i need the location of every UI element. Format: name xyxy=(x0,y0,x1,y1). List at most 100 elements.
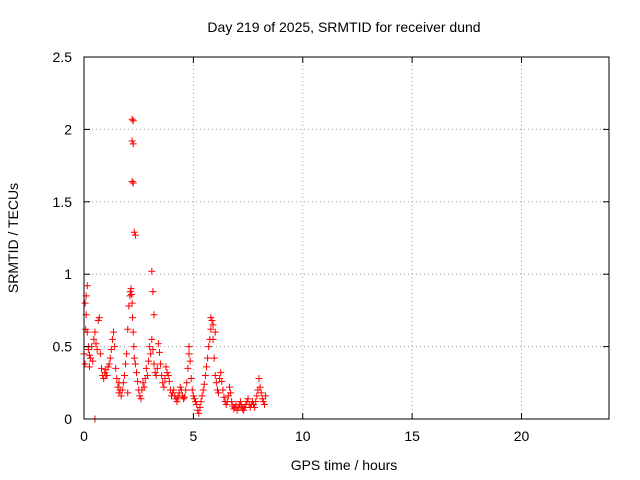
data-point xyxy=(201,372,209,380)
data-point xyxy=(160,383,168,391)
y-axis-label: SRMTID / TECUs xyxy=(5,183,21,293)
data-point xyxy=(150,360,158,368)
data-point xyxy=(255,374,263,382)
data-point xyxy=(128,137,136,145)
data-point xyxy=(106,354,114,362)
data-point xyxy=(234,403,242,411)
data-point xyxy=(90,335,98,343)
data-point xyxy=(200,380,208,388)
data-point xyxy=(211,372,219,380)
data-point xyxy=(150,311,158,319)
data-point xyxy=(148,267,156,275)
data-point xyxy=(161,374,169,382)
data-point xyxy=(251,403,259,411)
data-point xyxy=(158,372,166,380)
data-point xyxy=(211,328,219,336)
data-point xyxy=(225,383,233,391)
data-point xyxy=(137,395,145,403)
data-point xyxy=(199,386,207,394)
data-point xyxy=(217,369,225,377)
data-point xyxy=(183,379,191,387)
data-point xyxy=(181,393,189,401)
data-point xyxy=(185,343,193,351)
data-point xyxy=(111,343,119,351)
data-point xyxy=(176,383,184,391)
data-point xyxy=(122,360,130,368)
data-point xyxy=(125,302,133,310)
data-point xyxy=(85,363,93,371)
data-point xyxy=(196,403,204,411)
data-point xyxy=(238,402,245,410)
data-point xyxy=(185,350,193,358)
data-point xyxy=(117,392,125,400)
data-point xyxy=(107,345,115,353)
data-points xyxy=(80,115,270,423)
data-point xyxy=(147,350,155,358)
data-point xyxy=(222,401,230,409)
data-point xyxy=(81,360,89,368)
data-point xyxy=(256,383,264,391)
data-point xyxy=(124,325,132,333)
data-point xyxy=(128,299,136,307)
data-point xyxy=(180,395,188,403)
data-point xyxy=(257,389,265,397)
data-point xyxy=(162,363,170,371)
data-point xyxy=(139,379,147,387)
data-point xyxy=(155,348,163,356)
data-point xyxy=(92,340,100,348)
data-point xyxy=(197,398,205,406)
data-point xyxy=(131,360,139,368)
data-point xyxy=(233,406,241,414)
data-point xyxy=(93,345,101,353)
data-point xyxy=(91,328,99,336)
data-point xyxy=(129,179,137,187)
data-point xyxy=(203,363,210,371)
data-point xyxy=(164,372,172,380)
data-point xyxy=(146,343,154,351)
data-point xyxy=(130,354,138,362)
data-point xyxy=(212,379,220,387)
data-point xyxy=(127,285,135,293)
data-point xyxy=(85,351,93,359)
data-point xyxy=(260,401,268,409)
data-point xyxy=(96,350,104,358)
data-point xyxy=(230,405,238,413)
data-point xyxy=(128,290,136,298)
data-point xyxy=(207,314,215,322)
data-point xyxy=(118,386,126,394)
data-point xyxy=(112,364,120,372)
x-tick-label: 0 xyxy=(80,428,88,444)
y-tick-label: 0 xyxy=(64,411,72,427)
axis-ticks: 0 5 10 15 20 0 0.5 1 1.5 2 2.5 xyxy=(53,49,609,444)
data-point xyxy=(174,393,182,401)
data-point xyxy=(140,383,148,391)
data-point xyxy=(253,392,261,400)
data-point xyxy=(190,395,198,403)
data-point xyxy=(205,343,213,351)
data-point xyxy=(258,395,266,403)
data-point xyxy=(188,386,196,394)
data-point xyxy=(198,392,206,400)
data-point xyxy=(209,321,217,329)
data-point xyxy=(171,392,179,400)
data-point xyxy=(220,393,228,401)
data-point xyxy=(133,369,140,377)
data-point xyxy=(186,357,194,365)
data-point xyxy=(173,398,181,406)
data-point xyxy=(208,317,216,325)
data-point xyxy=(83,328,91,336)
data-point xyxy=(134,377,142,385)
x-tick-label: 15 xyxy=(404,428,420,444)
chart-title: Day 219 of 2025, SRMTID for receiver dun… xyxy=(207,19,480,35)
data-point xyxy=(98,364,105,372)
data-point xyxy=(153,364,161,372)
data-point xyxy=(207,325,215,333)
x-tick-label: 5 xyxy=(189,428,197,444)
y-tick-label: 0.5 xyxy=(53,339,73,355)
data-point xyxy=(108,335,116,343)
data-point xyxy=(204,354,212,362)
data-point xyxy=(195,409,203,417)
data-point xyxy=(128,115,136,123)
data-point xyxy=(120,372,128,380)
data-point xyxy=(129,314,137,322)
